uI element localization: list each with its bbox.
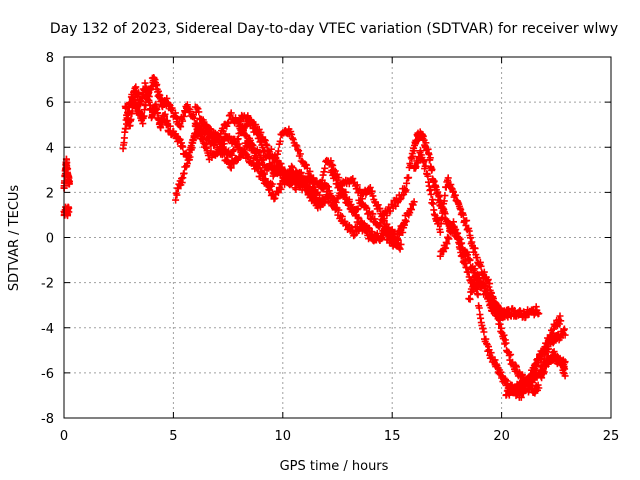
- series-track-f: [327, 157, 405, 253]
- grid: [64, 57, 611, 418]
- series-start-lower: [60, 203, 73, 220]
- data-point-markers: [60, 203, 73, 220]
- x-axis-label: GPS time / hours: [280, 459, 389, 474]
- series-track-m: [537, 348, 569, 382]
- y-tick-label: 8: [46, 51, 54, 66]
- data-marks: [60, 74, 569, 401]
- series-track-i: [436, 218, 543, 322]
- x-tick-label: 10: [275, 429, 292, 444]
- y-tick-label: 2: [46, 186, 54, 201]
- x-tick-label: 0: [60, 429, 68, 444]
- series-track-h: [410, 147, 543, 397]
- chart-title: Day 132 of 2023, Sidereal Day-to-day VTE…: [50, 21, 618, 37]
- y-tick-label: -2: [41, 277, 54, 292]
- y-tick-label: 6: [46, 96, 54, 111]
- y-tick-label: -8: [41, 412, 54, 427]
- y-tick-label: 0: [46, 232, 54, 247]
- data-point-markers: [327, 157, 405, 253]
- data-point-markers: [537, 348, 569, 382]
- plot-frame: [63, 56, 612, 419]
- axes: 0 5 10 15 20 25 -8 -6 -4 -2 0 2 4 6 8: [41, 51, 619, 444]
- series-start-upper: [60, 155, 73, 192]
- data-point-markers: [235, 111, 418, 244]
- y-tick-label: -6: [41, 367, 54, 382]
- x-tick-label: 25: [603, 429, 620, 444]
- x-tick-label: 15: [384, 429, 401, 444]
- data-point-markers: [410, 147, 543, 397]
- y-axis-label: SDTVAR / TECUs: [7, 185, 22, 292]
- x-tick-label: 20: [493, 429, 510, 444]
- y-tick-label: 4: [46, 141, 54, 156]
- data-point-markers: [436, 218, 543, 322]
- y-tick-label: -4: [41, 322, 54, 337]
- data-point-markers: [60, 155, 73, 192]
- x-tick-label: 5: [169, 429, 177, 444]
- series-track-e: [235, 111, 418, 244]
